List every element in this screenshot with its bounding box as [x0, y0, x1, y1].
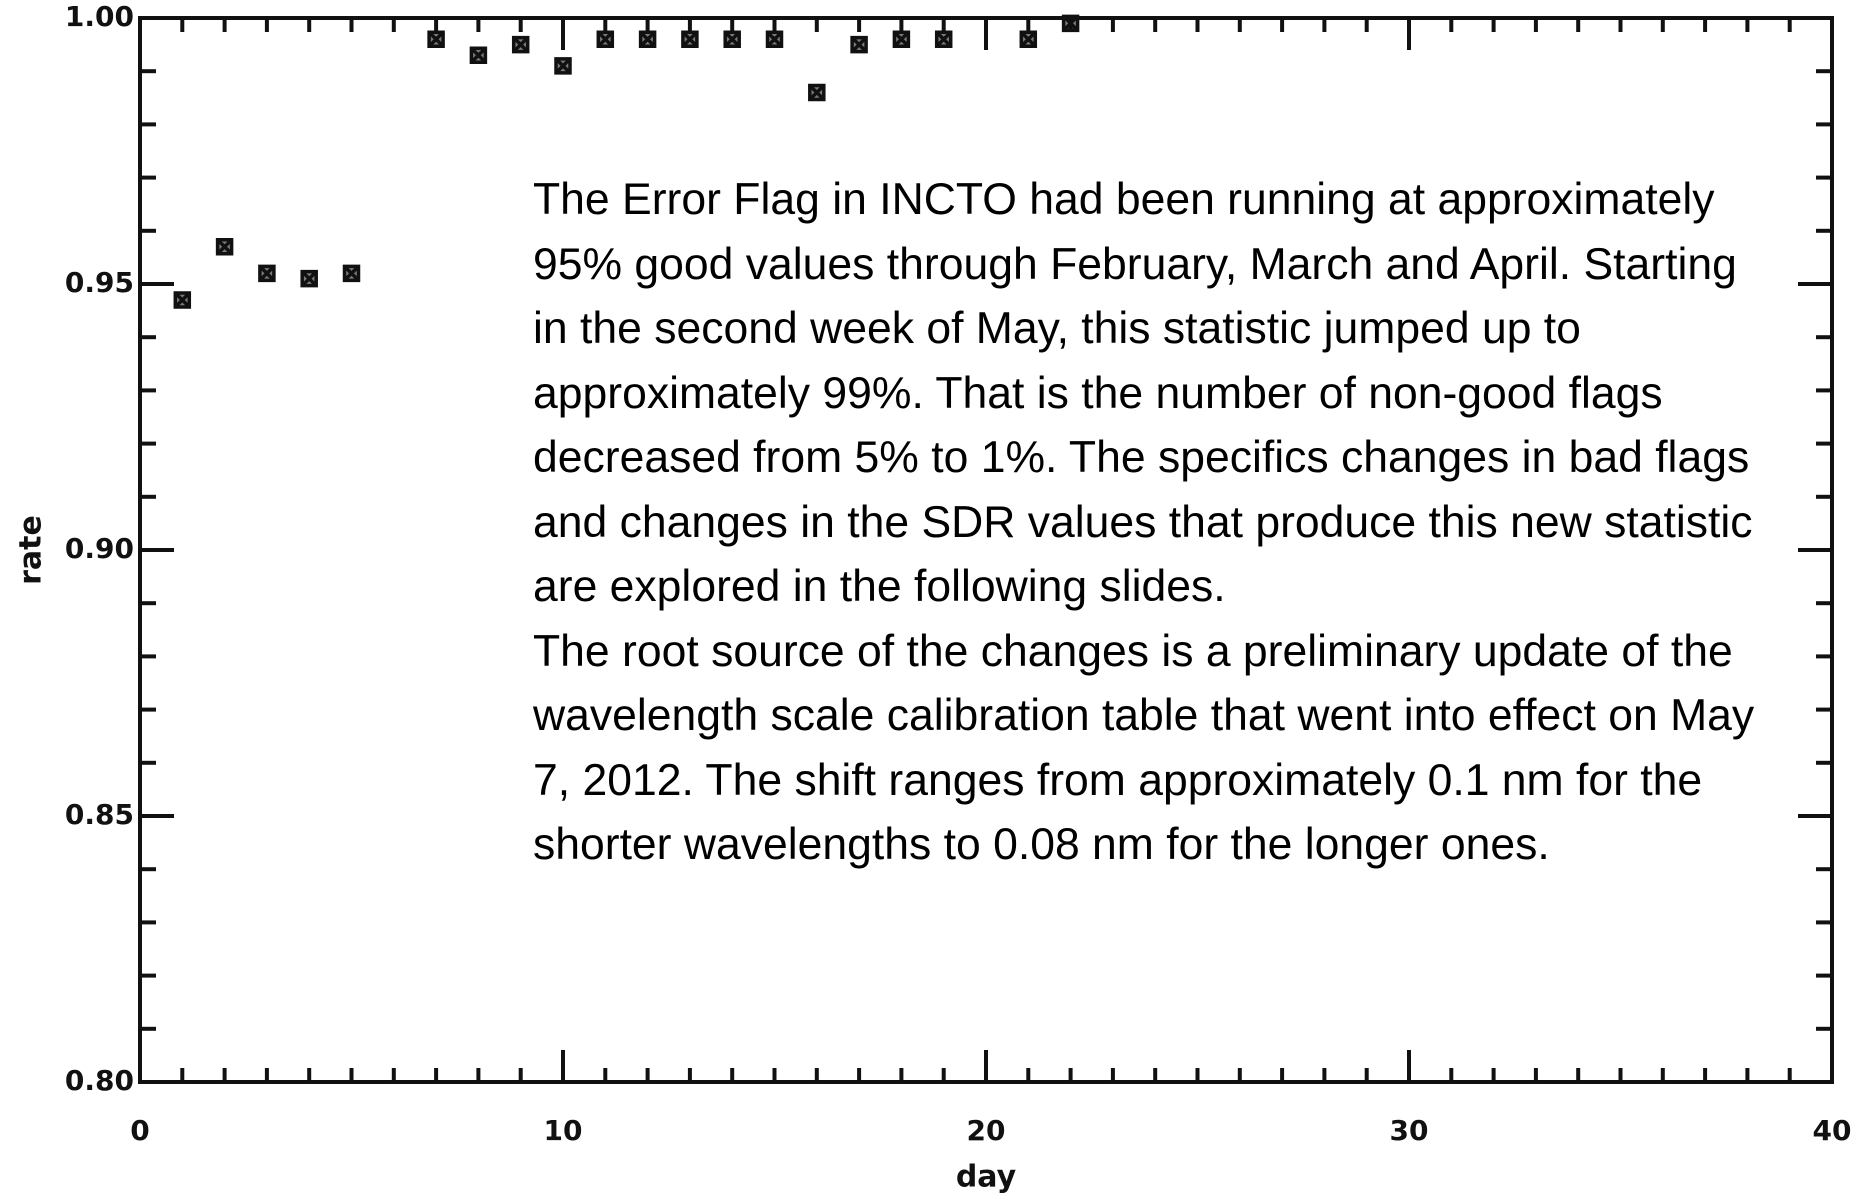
data-point [681, 30, 699, 49]
data-point [765, 30, 784, 49]
x-tick-label: 0 [130, 1114, 149, 1147]
y-tick-label: 0.90 [65, 532, 134, 565]
y-axis-label: rate [14, 515, 49, 585]
data-point [342, 264, 361, 283]
data-point [638, 30, 657, 49]
data-point [511, 35, 530, 54]
data-point [258, 264, 276, 283]
data-point [215, 238, 234, 256]
data-point [469, 46, 488, 64]
annotation-paragraph: The Error Flag in INCTO had been running… [533, 175, 1753, 611]
data-point [892, 30, 911, 49]
y-tick-label: 0.80 [65, 1064, 134, 1097]
data-point [596, 30, 615, 49]
x-tick-label: 20 [967, 1114, 1006, 1147]
data-point [808, 83, 826, 102]
data-point [723, 30, 741, 49]
data-point [554, 57, 572, 75]
x-tick-label: 40 [1813, 1114, 1852, 1147]
annotation-paragraph: The root source of the changes is a prel… [533, 626, 1755, 870]
x-tick-label: 30 [1390, 1114, 1429, 1147]
y-tick-label: 0.95 [65, 266, 134, 299]
x-axis-label: day [956, 1160, 1017, 1195]
annotation: The Error Flag in INCTO had been running… [533, 168, 1763, 878]
data-point [850, 35, 868, 54]
data-point [300, 269, 318, 288]
data-point [427, 30, 445, 49]
data-point [1061, 14, 1080, 33]
y-tick-label: 1.00 [65, 0, 134, 33]
data-point [934, 30, 953, 49]
y-tick-label: 0.85 [65, 798, 134, 831]
data-point [173, 291, 192, 309]
data-point [1019, 30, 1038, 49]
x-tick-label: 10 [544, 1114, 583, 1147]
